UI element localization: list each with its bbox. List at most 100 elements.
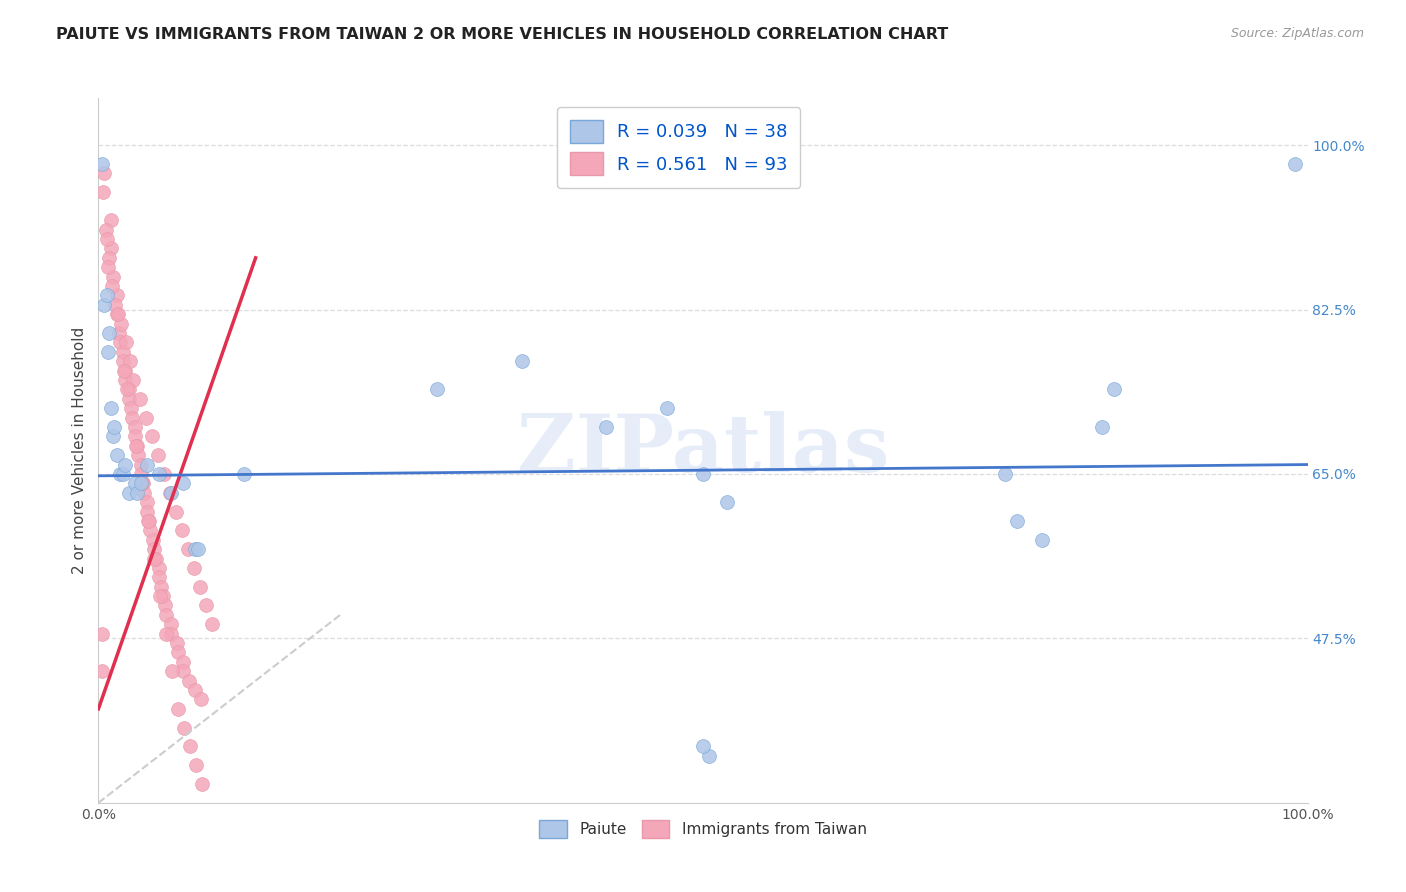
Point: [118, 485, 141, 500]
Point: [101, 269, 124, 284]
Point: [426, 383, 449, 397]
Point: [118, 383, 141, 397]
Point: [124, 476, 146, 491]
Point: [118, 354, 141, 368]
Point: [104, 298, 127, 312]
Point: [135, 458, 157, 472]
Point: [100, 401, 122, 416]
Point: [124, 420, 146, 434]
Point: [148, 570, 170, 584]
Point: [201, 617, 224, 632]
Point: [191, 777, 214, 791]
Point: [186, 758, 208, 772]
Point: [111, 354, 134, 368]
Legend: Paiute, Immigrants from Taiwan: Paiute, Immigrants from Taiwan: [533, 814, 873, 845]
Point: [96, 288, 118, 302]
Point: [160, 485, 183, 500]
Point: [94, 222, 117, 236]
Point: [132, 476, 155, 491]
Point: [112, 363, 135, 377]
Point: [114, 363, 136, 377]
Point: [111, 467, 134, 481]
Point: [167, 645, 190, 659]
Point: [149, 589, 172, 603]
Point: [110, 317, 132, 331]
Point: [100, 213, 122, 227]
Point: [128, 392, 150, 406]
Point: [135, 410, 157, 425]
Point: [716, 495, 738, 509]
Point: [105, 288, 128, 302]
Point: [153, 599, 176, 613]
Point: [107, 307, 129, 321]
Point: [108, 335, 131, 350]
Point: [141, 429, 163, 443]
Point: [155, 626, 177, 640]
Point: [93, 166, 115, 180]
Point: [111, 344, 134, 359]
Point: [122, 373, 145, 387]
Point: [93, 298, 115, 312]
Point: [98, 251, 121, 265]
Point: [139, 524, 162, 538]
Point: [994, 467, 1017, 481]
Point: [134, 485, 156, 500]
Point: [117, 383, 139, 397]
Point: [232, 467, 254, 481]
Text: PAIUTE VS IMMIGRANTS FROM TAIWAN 2 OR MORE VEHICLES IN HOUSEHOLD CORRELATION CHA: PAIUTE VS IMMIGRANTS FROM TAIWAN 2 OR MO…: [56, 27, 949, 42]
Point: [697, 748, 720, 763]
Point: [143, 542, 166, 557]
Point: [145, 551, 167, 566]
Point: [91, 157, 114, 171]
Point: [127, 485, 149, 500]
Point: [127, 448, 149, 462]
Point: [190, 692, 212, 706]
Point: [114, 373, 136, 387]
Point: [129, 467, 152, 481]
Point: [150, 580, 173, 594]
Point: [98, 326, 121, 340]
Point: [143, 551, 166, 566]
Point: [188, 580, 211, 594]
Point: [136, 514, 159, 528]
Point: [91, 665, 114, 679]
Point: [142, 533, 165, 547]
Point: [184, 542, 207, 557]
Point: [138, 514, 160, 528]
Point: [159, 485, 181, 500]
Point: [120, 401, 142, 416]
Point: [152, 589, 174, 603]
Point: [172, 665, 194, 679]
Text: Source: ZipAtlas.com: Source: ZipAtlas.com: [1230, 27, 1364, 40]
Point: [100, 242, 122, 256]
Point: [125, 439, 148, 453]
Point: [148, 561, 170, 575]
Point: [595, 420, 617, 434]
Point: [115, 335, 138, 350]
Point: [129, 476, 152, 491]
Point: [160, 626, 183, 640]
Point: [105, 307, 128, 321]
Point: [91, 185, 114, 199]
Point: [165, 504, 187, 518]
Point: [146, 448, 169, 462]
Point: [118, 392, 141, 406]
Point: [108, 467, 131, 481]
Point: [183, 561, 205, 575]
Point: [91, 626, 114, 640]
Point: [160, 665, 183, 679]
Point: [108, 326, 131, 340]
Text: ZIPatlas: ZIPatlas: [517, 411, 889, 490]
Point: [105, 448, 128, 462]
Point: [692, 467, 714, 481]
Point: [96, 232, 118, 246]
Point: [692, 739, 714, 754]
Point: [101, 429, 124, 443]
Point: [124, 429, 146, 443]
Point: [135, 504, 157, 518]
Point: [167, 702, 190, 716]
Point: [100, 279, 122, 293]
Point: [103, 420, 125, 434]
Point: [114, 458, 136, 472]
Point: [170, 524, 193, 538]
